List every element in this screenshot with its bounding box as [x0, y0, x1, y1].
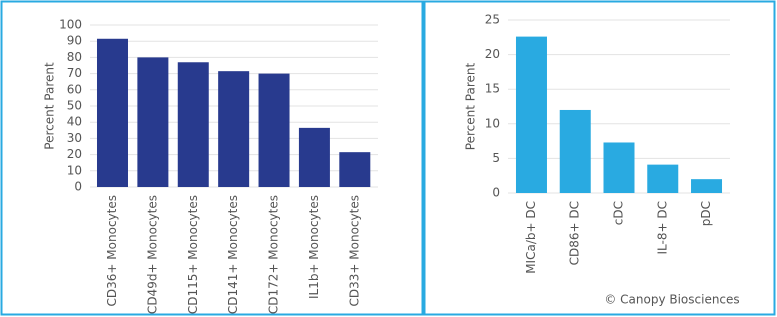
- y-tick-label: 0: [492, 186, 500, 200]
- y-tick-label: 40: [67, 115, 82, 129]
- bar: [515, 36, 547, 193]
- bar: [218, 71, 250, 187]
- x-tick-label: pDC: [699, 201, 713, 226]
- bar: [177, 62, 209, 188]
- x-tick-label: CD141+ Monocytes: [226, 195, 240, 314]
- y-tick-label: 60: [67, 82, 82, 96]
- y-tick-label: 90: [67, 34, 82, 48]
- y-tick-label: 50: [67, 99, 82, 113]
- bar: [137, 57, 169, 188]
- bar: [339, 152, 371, 187]
- y-tick-label: 20: [67, 147, 82, 161]
- y-tick-label: 25: [485, 13, 500, 27]
- x-tick-label: CD115+ Monocytes: [186, 195, 200, 314]
- y-axis-label: Percent Parent: [43, 62, 57, 150]
- y-tick-label: 10: [67, 163, 82, 177]
- y-tick-label: 30: [67, 131, 82, 145]
- x-tick-label: MICa/b+ DC: [524, 201, 538, 274]
- panel-border: [0, 0, 424, 316]
- footer: © Canopy Biosciences: [604, 293, 739, 307]
- x-tick-label: cDC: [612, 201, 626, 225]
- x-tick-label: CD49d+ Monocytes: [145, 195, 159, 314]
- y-tick-label: 20: [485, 47, 500, 61]
- bar: [647, 164, 679, 193]
- y-tick-label: 80: [67, 50, 82, 64]
- y-axis-label: Percent Parent: [464, 63, 478, 151]
- panel-border: [423, 0, 776, 316]
- x-tick-label: CD33+ Monocytes: [347, 195, 361, 306]
- y-tick-label: 100: [59, 18, 82, 32]
- y-tick-label: 0: [74, 180, 82, 194]
- y-tick-label: 15: [485, 82, 500, 96]
- bar: [298, 127, 330, 187]
- x-tick-label: CD172+ Monocytes: [267, 195, 281, 314]
- x-tick-label: CD86+ DC: [568, 201, 582, 265]
- bar: [559, 109, 591, 193]
- bar: [603, 142, 635, 193]
- bar: [691, 179, 723, 193]
- y-tick-label: 70: [67, 66, 82, 80]
- y-tick-label: 10: [485, 116, 500, 130]
- bar: [258, 73, 290, 187]
- y-tick-label: 5: [492, 151, 500, 165]
- x-tick-label: CD36+ Monocytes: [105, 195, 119, 306]
- x-tick-label: IL1b+ Monocytes: [307, 195, 321, 299]
- bar: [96, 38, 128, 187]
- x-tick-label: IL-8+ DC: [655, 201, 669, 254]
